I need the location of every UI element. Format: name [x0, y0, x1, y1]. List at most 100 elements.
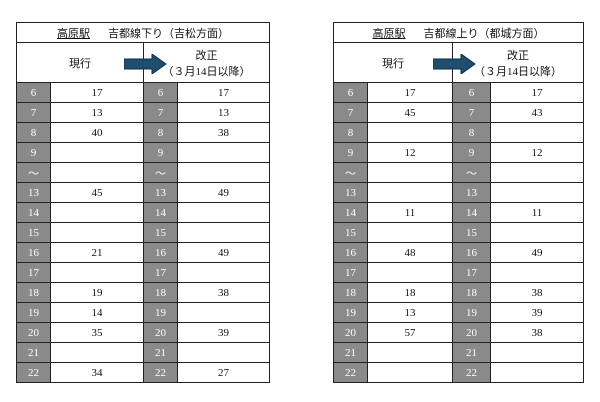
- time-row: 14 14: [16, 202, 270, 223]
- current-minutes: 11: [367, 202, 453, 223]
- current-minutes: [367, 182, 453, 203]
- time-row: 7 13 7 13: [16, 102, 270, 123]
- revised-header: 改正 （３月14日以降）: [124, 42, 270, 83]
- current-minutes: 35: [50, 322, 144, 343]
- hour-cell: 15: [143, 222, 178, 243]
- hour-cell: 6: [16, 82, 51, 103]
- current-minutes: 21: [50, 242, 144, 263]
- hour-cell: 21: [333, 342, 368, 363]
- revised-note: （３月14日以降）: [162, 65, 251, 78]
- revised-minutes: 38: [490, 322, 584, 343]
- current-minutes: [50, 342, 144, 363]
- hour-cell: 20: [333, 322, 368, 343]
- revised-minutes: 13: [177, 102, 270, 123]
- hour-cell: 6: [143, 82, 178, 103]
- hour-cell: 17: [16, 262, 51, 283]
- hour-cell: 20: [16, 322, 51, 343]
- revised-minutes: 17: [177, 82, 270, 103]
- hour-cell: 13: [143, 182, 178, 203]
- hour-cell: 7: [143, 102, 178, 123]
- hour-cell: 9: [333, 142, 368, 163]
- current-header: 現行: [16, 42, 144, 83]
- title-cell: 高原駅 吉都線上り（都城方面）: [333, 22, 584, 43]
- title-row: 高原駅 吉都線下り（吉松方面）: [16, 22, 270, 43]
- revised-minutes: 38: [177, 282, 270, 303]
- current-minutes: 17: [50, 82, 144, 103]
- revised-minutes: [490, 122, 584, 143]
- time-row: 9 12 9 12: [333, 142, 584, 163]
- hour-cell: 21: [16, 342, 51, 363]
- time-row: 18 18 18 38: [333, 282, 584, 303]
- hour-cell: 17: [333, 262, 368, 283]
- current-minutes: [50, 142, 144, 163]
- current-minutes: 13: [50, 102, 144, 123]
- revised-minutes: [490, 342, 584, 363]
- current-minutes: [367, 262, 453, 283]
- hour-cell: 14: [452, 202, 491, 223]
- time-row: 13 13: [333, 182, 584, 203]
- current-minutes: 45: [367, 102, 453, 123]
- revised-label: 改正: [195, 49, 218, 62]
- hour-cell: 〜: [143, 162, 178, 183]
- hour-cell: 6: [333, 82, 368, 103]
- hour-cell: 19: [143, 302, 178, 323]
- hour-cell: 22: [333, 362, 368, 383]
- timetable: 高原駅 吉都線下り（吉松方面） 現行 改正 （３月14日以降） 6 17 6 17 7 13 7 13 8…: [16, 22, 270, 383]
- time-row: 6 17 6 17: [333, 82, 584, 103]
- revised-minutes: 39: [490, 302, 584, 323]
- current-minutes: [50, 262, 144, 283]
- current-minutes: 12: [367, 142, 453, 163]
- time-row: 6 17 6 17: [16, 82, 270, 103]
- hour-cell: 〜: [452, 162, 491, 183]
- hour-cell: 18: [333, 282, 368, 303]
- station-name: 高原駅: [372, 27, 406, 40]
- revised-minutes: [490, 362, 584, 383]
- current-minutes: 18: [367, 282, 453, 303]
- revised-minutes: [490, 162, 584, 183]
- revised-minutes: 17: [490, 82, 584, 103]
- current-minutes: 13: [367, 302, 453, 323]
- current-minutes: [50, 202, 144, 223]
- line-direction: 吉都線下り（吉松方面）: [108, 27, 229, 40]
- hour-cell: 13: [452, 182, 491, 203]
- revised-label: 改正: [507, 49, 529, 62]
- time-row: 7 45 7 43: [333, 102, 584, 123]
- line-direction: 吉都線上り（都城方面）: [423, 27, 545, 40]
- time-row: 21 21: [333, 342, 584, 363]
- current-minutes: [50, 162, 144, 183]
- hour-cell: 19: [333, 302, 368, 323]
- revised-minutes: [490, 262, 584, 283]
- hour-cell: 7: [452, 102, 491, 123]
- current-minutes: [50, 222, 144, 243]
- hour-cell: 21: [143, 342, 178, 363]
- hour-cell: 22: [143, 362, 178, 383]
- hour-cell: 6: [452, 82, 491, 103]
- time-row: 22 22: [333, 362, 584, 383]
- current-minutes: 57: [367, 322, 453, 343]
- revised-minutes: [177, 142, 270, 163]
- hour-cell: 14: [143, 202, 178, 223]
- revised-minutes: [177, 342, 270, 363]
- revised-minutes: 11: [490, 202, 584, 223]
- revised-minutes: [490, 182, 584, 203]
- hour-cell: 9: [16, 142, 51, 163]
- hour-cell: 22: [452, 362, 491, 383]
- hour-cell: 8: [16, 122, 51, 143]
- current-minutes: 45: [50, 182, 144, 203]
- hour-cell: 〜: [333, 162, 368, 183]
- hour-cell: 13: [16, 182, 51, 203]
- arrow: [124, 54, 167, 74]
- hour-cell: 17: [452, 262, 491, 283]
- hour-cell: 14: [16, 202, 51, 223]
- time-row: 18 19 18 38: [16, 282, 270, 303]
- time-row: 17 17: [333, 262, 584, 283]
- station-name: 高原駅: [57, 27, 90, 40]
- hour-cell: 13: [333, 182, 368, 203]
- time-row: 13 45 13 49: [16, 182, 270, 203]
- time-row: 15 15: [333, 222, 584, 243]
- time-row: 16 48 16 49: [333, 242, 584, 263]
- hour-cell: 14: [333, 202, 368, 223]
- current-minutes: 40: [50, 122, 144, 143]
- hour-cell: 20: [452, 322, 491, 343]
